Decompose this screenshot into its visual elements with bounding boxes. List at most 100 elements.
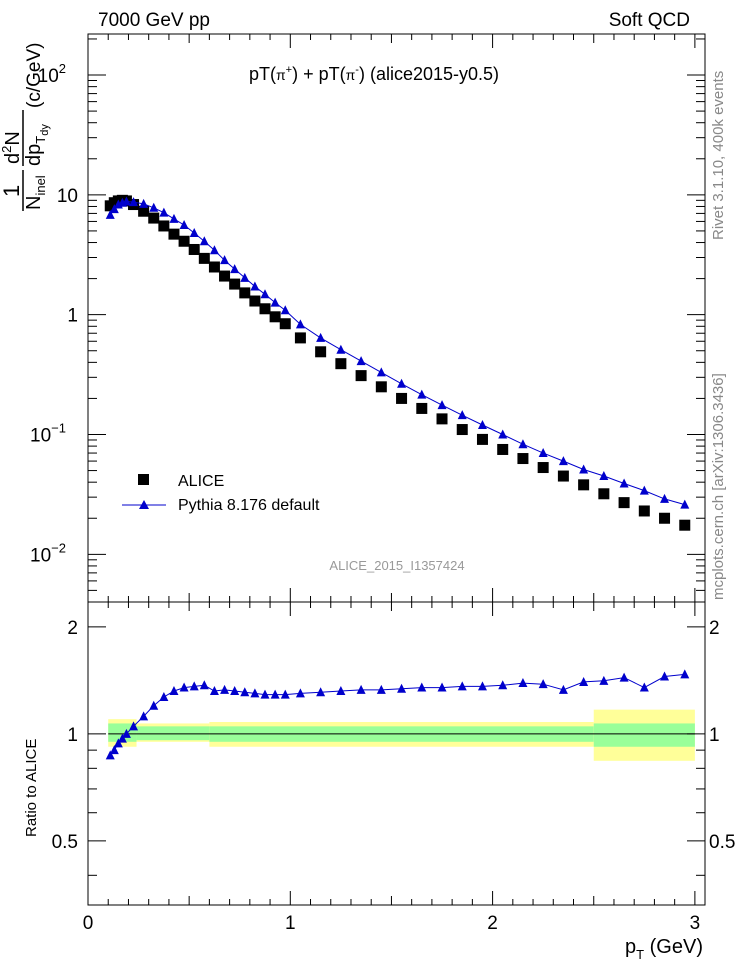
ratio-point bbox=[376, 684, 386, 694]
alice-point bbox=[148, 212, 160, 224]
ratio-point bbox=[169, 686, 179, 696]
ratio-ytick-label-left: 1 bbox=[67, 725, 78, 746]
pythia-point bbox=[397, 378, 407, 388]
main-ytick-label: 102 bbox=[38, 61, 66, 87]
ratio-point bbox=[280, 689, 290, 699]
ratio-point bbox=[105, 750, 115, 760]
xtick-label: 2 bbox=[487, 913, 498, 934]
main-ytick-label: 10 bbox=[57, 186, 78, 207]
pythia-point bbox=[139, 198, 149, 208]
ratio-ytick-label-right: 1 bbox=[709, 725, 720, 746]
ratio-ytick-label-left: 2 bbox=[67, 618, 78, 639]
pythia-point bbox=[169, 213, 179, 223]
alice-point bbox=[638, 505, 650, 517]
ratio-point bbox=[260, 689, 270, 699]
alice-point bbox=[375, 381, 387, 393]
pythia-point bbox=[437, 400, 447, 410]
ratio-point bbox=[356, 684, 366, 694]
ratio-point bbox=[117, 733, 127, 743]
ratio-point bbox=[220, 684, 230, 694]
pythia-point bbox=[109, 204, 119, 214]
pythia-point bbox=[639, 485, 649, 495]
pythia-point bbox=[220, 255, 230, 265]
pythia-point bbox=[240, 272, 250, 282]
alice-point bbox=[416, 402, 428, 414]
pythia-point bbox=[558, 456, 568, 466]
pythia-point bbox=[518, 439, 528, 449]
pythia-point bbox=[189, 228, 199, 238]
ratio-point bbox=[457, 681, 467, 691]
ratio-point bbox=[240, 687, 250, 697]
alice-point bbox=[315, 346, 327, 358]
ratio-point bbox=[639, 682, 649, 692]
pythia-point bbox=[209, 245, 219, 255]
alice-point bbox=[659, 512, 671, 524]
alice-point bbox=[138, 205, 150, 217]
plot-title: pT(π+) + pT(π-) (alice2015-y0.5) bbox=[249, 64, 499, 84]
pythia-point bbox=[149, 202, 159, 212]
ratio-point bbox=[139, 711, 149, 721]
ratio-point bbox=[316, 687, 326, 697]
pythia-point bbox=[660, 493, 670, 503]
alice-point bbox=[618, 497, 630, 509]
pythia-point bbox=[417, 389, 427, 399]
pythia-point bbox=[159, 207, 169, 217]
alice-point bbox=[396, 392, 408, 404]
pythia-point bbox=[121, 196, 131, 206]
alice-point bbox=[517, 453, 529, 465]
pythia-point bbox=[498, 429, 508, 439]
alice-point bbox=[537, 462, 549, 474]
ratio-point bbox=[579, 676, 589, 686]
xtick-label: 1 bbox=[285, 913, 296, 934]
alice-point bbox=[598, 488, 610, 500]
header-right: Soft QCD bbox=[609, 10, 690, 31]
ratio-panel: 0.5 0.5 1 1 2 2 0 1 2 3 Ratio to ALICE pT (GeV) bbox=[23, 601, 735, 962]
alice-point bbox=[436, 413, 448, 425]
ratio-point bbox=[397, 683, 407, 693]
pythia-point bbox=[619, 478, 629, 488]
ratio-point bbox=[209, 686, 219, 696]
ratio-point bbox=[619, 672, 629, 682]
alice-point bbox=[259, 303, 271, 315]
pythia-point bbox=[230, 264, 240, 274]
alice-point bbox=[158, 220, 170, 232]
pythia-point bbox=[680, 499, 690, 509]
alice-point bbox=[679, 519, 691, 531]
pythia-point bbox=[477, 420, 487, 430]
header-left: 7000 GeV pp bbox=[98, 10, 210, 31]
ratio-ylabel: Ratio to ALICE bbox=[23, 739, 40, 837]
pythia-point bbox=[295, 319, 305, 329]
ratio-point bbox=[113, 738, 123, 748]
ratio-point bbox=[129, 721, 139, 731]
ratio-point bbox=[270, 689, 280, 699]
alice-point bbox=[249, 295, 261, 307]
ratio-band-stat bbox=[136, 726, 210, 741]
legend-alice-marker bbox=[138, 474, 149, 485]
pythia-point bbox=[199, 236, 209, 246]
main-ytick-label: 10−2 bbox=[30, 540, 66, 566]
pythia-point bbox=[250, 281, 260, 291]
main-ytick-label: 1 bbox=[67, 306, 78, 327]
ratio-point bbox=[558, 684, 568, 694]
pythia-point bbox=[599, 471, 609, 481]
ratio-point bbox=[518, 678, 528, 688]
pythia-point bbox=[579, 464, 589, 474]
ratio-point bbox=[189, 681, 199, 691]
alice-point bbox=[355, 370, 367, 382]
analysis-watermark: ALICE_2015_I1357424 bbox=[329, 558, 464, 573]
alice-point bbox=[229, 278, 241, 290]
ratio-point bbox=[660, 671, 670, 681]
legend: ALICE Pythia 8.176 default bbox=[122, 473, 320, 514]
ratio-ytick-label-left: 0.5 bbox=[52, 832, 78, 853]
xlabel: pT (GeV) bbox=[625, 936, 703, 962]
pythia-point bbox=[179, 220, 189, 230]
pythia-point bbox=[356, 356, 366, 366]
ylabel-unit: (c/GeV) bbox=[24, 43, 45, 108]
alice-point bbox=[497, 443, 509, 455]
ratio-point bbox=[109, 745, 119, 755]
ratio-point bbox=[437, 682, 447, 692]
ratio-point bbox=[336, 686, 346, 696]
alice-point bbox=[239, 287, 251, 299]
pythia-point bbox=[316, 332, 326, 342]
